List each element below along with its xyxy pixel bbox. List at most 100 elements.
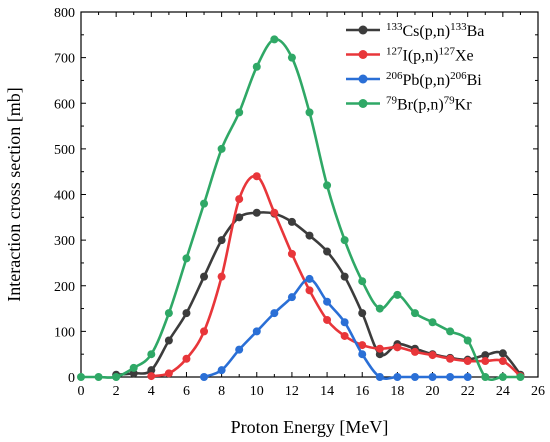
data-point xyxy=(498,357,507,366)
data-point xyxy=(77,373,85,381)
data-point xyxy=(217,144,226,153)
legend-label-text: Pb(p,n) xyxy=(403,72,451,89)
data-point xyxy=(200,373,209,381)
legend-label-text: Xe xyxy=(455,48,474,65)
x-tick-label: 24 xyxy=(496,384,510,399)
data-point xyxy=(358,350,367,359)
y-tick-label: 100 xyxy=(54,325,75,340)
legend-label-superscript: 127 xyxy=(438,46,455,58)
data-point xyxy=(147,366,156,375)
data-point xyxy=(358,309,367,318)
legend-swatch-marker xyxy=(358,74,368,84)
y-tick-label: 300 xyxy=(54,234,75,249)
legend-label-text: Cs(p,n) xyxy=(403,23,451,40)
legend-label: 133Cs(p,n)133Ba xyxy=(386,21,484,40)
data-point xyxy=(375,344,384,353)
legend-label-text: Bi xyxy=(467,72,483,89)
data-point xyxy=(287,293,296,302)
x-axis-title: Proton Energy [MeV] xyxy=(231,417,389,437)
y-tick-label: 600 xyxy=(54,97,75,112)
data-point xyxy=(147,372,156,381)
data-point xyxy=(375,304,384,313)
data-point xyxy=(446,327,455,336)
data-point xyxy=(235,108,244,117)
data-point xyxy=(182,254,191,263)
data-point xyxy=(340,236,349,245)
series-line xyxy=(151,174,522,378)
legend-item: 133Cs(p,n)133Ba xyxy=(346,21,484,40)
data-point xyxy=(252,62,261,71)
data-point xyxy=(235,213,244,222)
y-tick-label: 800 xyxy=(54,6,75,21)
legend-label-text: I(p,n) xyxy=(403,48,439,65)
series-line xyxy=(203,277,468,380)
data-point xyxy=(147,350,156,359)
data-point xyxy=(305,274,314,283)
legend: 133Cs(p,n)133Ba127I(p,n)127Xe206Pb(p,n)2… xyxy=(346,21,484,114)
data-point xyxy=(252,327,261,336)
data-point xyxy=(498,349,507,358)
data-point xyxy=(287,249,296,258)
data-point xyxy=(112,373,121,381)
x-tick-label: 20 xyxy=(426,384,440,399)
data-point xyxy=(340,272,349,281)
x-tick-label: 14 xyxy=(320,384,334,399)
legend-label-superscript: 133 xyxy=(386,21,403,33)
data-point xyxy=(323,297,332,306)
data-point xyxy=(410,373,419,381)
legend-label: 206Pb(p,n)206Bi xyxy=(386,70,482,89)
x-tick-label: 8 xyxy=(218,384,225,399)
data-point xyxy=(217,272,226,281)
y-tick-label: 0 xyxy=(68,371,75,386)
data-point xyxy=(340,318,349,327)
data-point xyxy=(287,53,296,62)
series-0 xyxy=(112,208,525,379)
axis-ticks xyxy=(80,11,539,378)
x-tick-label: 2 xyxy=(113,384,120,399)
legend-label-superscript: 133 xyxy=(450,21,467,33)
data-point xyxy=(200,272,209,281)
data-point xyxy=(463,373,472,381)
data-point xyxy=(375,350,384,359)
legend-item: 127I(p,n)127Xe xyxy=(346,46,474,65)
data-point xyxy=(270,35,279,44)
data-point xyxy=(516,373,525,381)
y-tick-label: 200 xyxy=(54,280,75,295)
data-point xyxy=(235,195,244,204)
data-point xyxy=(129,369,138,378)
legend-label-text: Kr xyxy=(455,97,473,114)
data-point xyxy=(200,327,209,336)
data-point xyxy=(340,331,349,340)
data-point xyxy=(252,208,261,217)
legend-swatch-marker xyxy=(358,50,368,59)
y-tick-label: 500 xyxy=(54,143,75,158)
y-tick-label: 700 xyxy=(54,52,75,67)
legend-label-superscript: 79 xyxy=(444,95,456,107)
legend-label: 79Br(p,n)79Kr xyxy=(386,95,472,114)
x-tick-label: 12 xyxy=(285,384,299,399)
legend-label-superscript: 206 xyxy=(386,70,403,82)
data-point xyxy=(305,231,314,240)
x-tick-label: 22 xyxy=(461,384,475,399)
data-point xyxy=(446,373,455,381)
data-point xyxy=(481,351,490,360)
data-point xyxy=(498,373,507,381)
y-tick-label: 400 xyxy=(54,189,75,204)
data-point xyxy=(463,336,472,345)
data-point xyxy=(252,172,261,181)
legend-label-text: Ba xyxy=(467,23,485,40)
series-1 xyxy=(147,172,525,381)
data-point xyxy=(446,354,455,363)
data-point xyxy=(287,217,296,226)
data-point xyxy=(375,373,384,381)
data-point xyxy=(164,336,173,345)
data-point xyxy=(305,286,314,295)
legend-label: 127I(p,n)127Xe xyxy=(386,46,474,65)
series-3 xyxy=(77,35,525,381)
axis-tick-labels: 0 2 4 6 8 10 12 14 16 18 20 22 24 2601002003004005006… xyxy=(54,6,545,399)
data-point xyxy=(270,208,279,217)
data-point xyxy=(410,309,419,318)
data-point xyxy=(94,373,103,381)
x-tick-label: 18 xyxy=(390,384,404,399)
y-axis-title: Interaction cross section [mb] xyxy=(4,87,24,301)
